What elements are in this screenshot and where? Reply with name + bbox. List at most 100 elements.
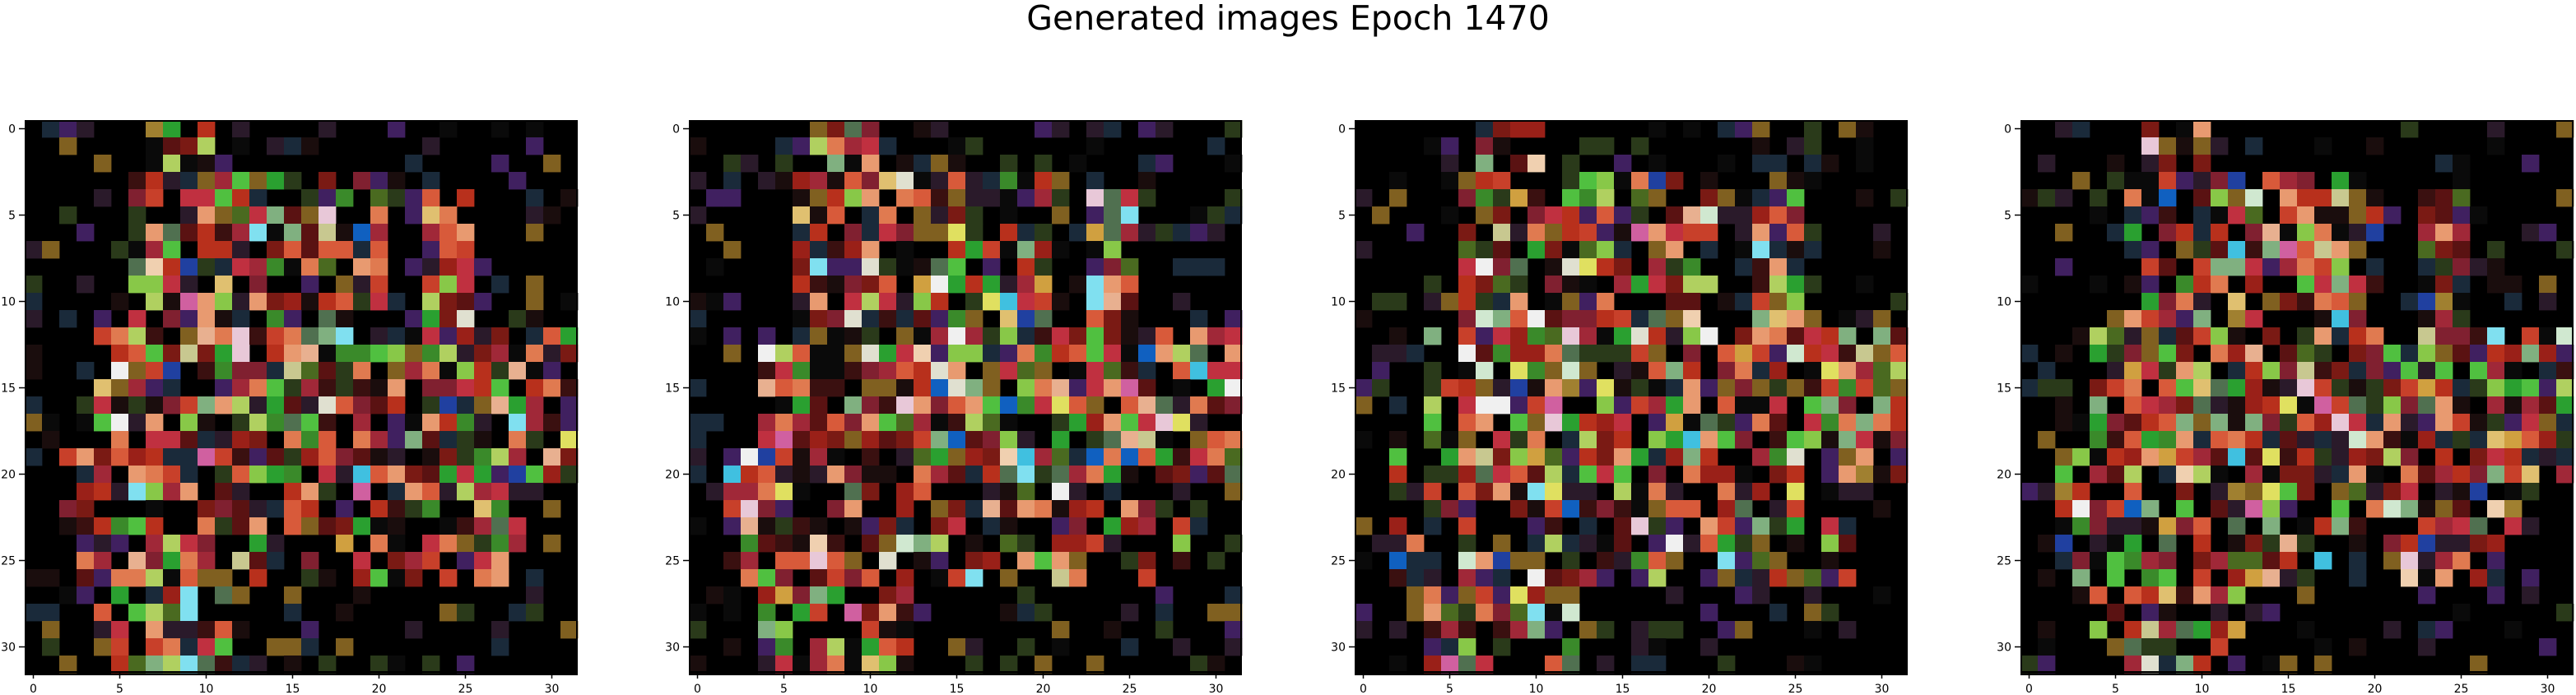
pixel-cell bbox=[491, 517, 509, 535]
pixel-cell bbox=[163, 586, 181, 605]
pixel-cell bbox=[1562, 535, 1580, 553]
pixel-cell bbox=[2262, 293, 2281, 311]
pixel-cell bbox=[1597, 224, 1615, 242]
pixel-cell bbox=[1821, 362, 1839, 380]
pixel-cell bbox=[1355, 431, 1373, 449]
pixel-cell bbox=[1493, 552, 1511, 570]
pixel-cell bbox=[1086, 414, 1104, 432]
pixel-cell bbox=[215, 379, 233, 397]
pixel-cell bbox=[284, 310, 302, 328]
pixel-cell bbox=[879, 638, 897, 656]
pixel-cell bbox=[1545, 224, 1563, 242]
pixel-cell bbox=[336, 466, 354, 484]
pixel-cell bbox=[2401, 500, 2419, 518]
pixel-cell bbox=[1735, 586, 1753, 605]
y-tick-label: 20 bbox=[665, 469, 680, 482]
pixel-cell bbox=[1545, 604, 1563, 622]
pixel-cell bbox=[931, 172, 949, 190]
pixel-cell bbox=[706, 189, 724, 207]
pixel-cell bbox=[1190, 258, 1208, 276]
pixel-cell bbox=[1069, 535, 1087, 553]
pixel-cell bbox=[2435, 431, 2453, 449]
pixel-cell bbox=[111, 656, 129, 674]
pixel-cell bbox=[844, 224, 863, 242]
pixel-cell bbox=[284, 586, 302, 605]
pixel-cell bbox=[1873, 414, 1891, 432]
pixel-cell bbox=[1683, 466, 1701, 484]
pixel-cell bbox=[180, 414, 198, 432]
pixel-cell bbox=[1631, 137, 1649, 155]
pixel-cell bbox=[758, 172, 776, 190]
pixel-cell bbox=[198, 310, 216, 328]
pixel-cell bbox=[439, 293, 458, 311]
pixel-cell bbox=[1579, 431, 1597, 449]
pixel-cell bbox=[2401, 448, 2419, 466]
pixel-cell bbox=[1545, 448, 1563, 466]
pixel-cell bbox=[1648, 483, 1667, 501]
pixel-cell bbox=[827, 448, 845, 466]
pixel-cell bbox=[2539, 431, 2557, 449]
pixel-cell bbox=[128, 258, 146, 276]
pixel-cell bbox=[2332, 258, 2350, 276]
pixel-cell bbox=[1493, 483, 1511, 501]
pixel-cell bbox=[914, 327, 932, 345]
pixel-cell bbox=[249, 466, 267, 484]
pixel-cell bbox=[914, 310, 932, 328]
pixel-cell bbox=[1735, 552, 1753, 570]
pixel-cell bbox=[180, 483, 198, 501]
pixel-cell bbox=[2211, 379, 2229, 397]
pixel-cell bbox=[793, 362, 811, 380]
pixel-cell bbox=[2280, 224, 2298, 242]
pixel-cell bbox=[1104, 293, 1122, 311]
pixel-cell bbox=[526, 483, 544, 501]
pixel-cell bbox=[827, 258, 845, 276]
pixel-cell bbox=[439, 431, 458, 449]
pixel-cell bbox=[2176, 586, 2194, 605]
pixel-cell bbox=[896, 379, 914, 397]
pixel-cell bbox=[457, 517, 475, 535]
pixel-cell bbox=[1545, 362, 1563, 380]
pixel-cell bbox=[370, 241, 388, 259]
pixel-cell bbox=[1787, 224, 1805, 242]
pixel-cell bbox=[983, 483, 1001, 501]
pixel-cell bbox=[965, 172, 983, 190]
pixel-cell bbox=[1631, 448, 1649, 466]
pixel-cell bbox=[1718, 552, 1736, 570]
pixel-cell bbox=[1545, 517, 1563, 535]
pixel-cell bbox=[319, 517, 337, 535]
pixel-cell bbox=[2314, 396, 2332, 415]
pixel-cell bbox=[896, 656, 914, 674]
pixel-cell bbox=[2245, 241, 2263, 259]
pixel-cell bbox=[689, 656, 707, 674]
pixel-cell bbox=[1510, 345, 1528, 363]
pixel-cell bbox=[1804, 345, 1822, 363]
pixel-cell bbox=[1752, 189, 1770, 207]
pixel-cell bbox=[1104, 483, 1122, 501]
pixel-cell bbox=[2401, 345, 2419, 363]
pixel-cell bbox=[1190, 656, 1208, 674]
y-tick-label: 30 bbox=[1, 642, 16, 655]
pixel-cell bbox=[1086, 310, 1104, 328]
pixel-cell bbox=[1631, 345, 1649, 363]
pixel-cell bbox=[1225, 155, 1243, 173]
pixel-cell bbox=[879, 362, 897, 380]
y-tick-label: 0 bbox=[1338, 123, 1346, 137]
pixel-cell bbox=[2141, 293, 2160, 311]
pixel-cell bbox=[862, 189, 880, 207]
pixel-cell bbox=[232, 396, 250, 415]
pixel-cell bbox=[948, 500, 966, 518]
pixel-cell bbox=[2435, 276, 2453, 294]
pixel-cell bbox=[439, 327, 458, 345]
pixel-cell bbox=[1510, 396, 1528, 415]
pixel-cell bbox=[1424, 656, 1442, 674]
pixel-cell bbox=[1407, 586, 1425, 605]
pixel-cell bbox=[198, 362, 216, 380]
pixel-cell bbox=[128, 310, 146, 328]
pixel-cell bbox=[1769, 448, 1788, 466]
pixel-cell bbox=[2383, 345, 2402, 363]
pixel-cell bbox=[25, 276, 43, 294]
pixel-cell bbox=[146, 656, 164, 674]
pixel-cell bbox=[2383, 206, 2402, 225]
pixel-cell bbox=[509, 604, 527, 622]
pixel-cell bbox=[827, 379, 845, 397]
